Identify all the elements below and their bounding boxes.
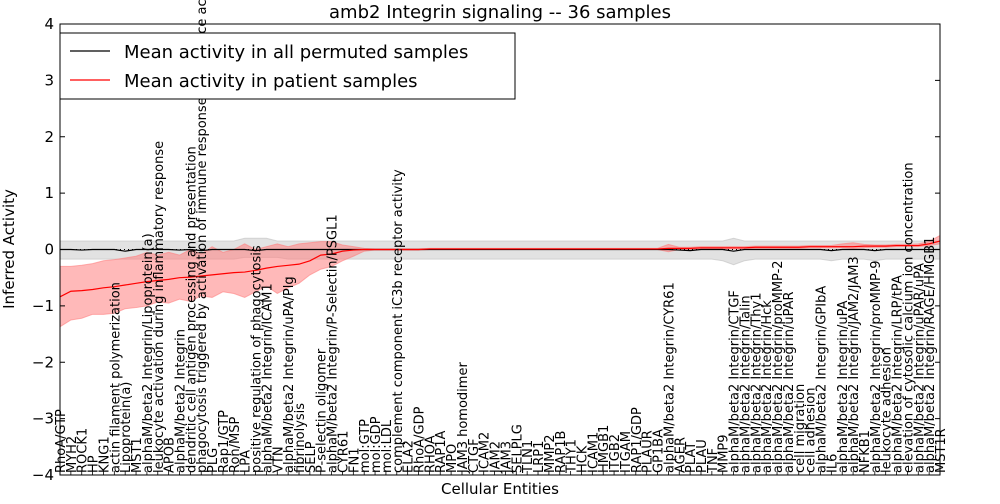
y-tick-label: 3	[44, 71, 54, 89]
y-tick-label: 4	[44, 15, 54, 33]
y-tick-label: −3	[32, 410, 54, 428]
y-tick-label: −1	[32, 297, 54, 315]
y-tick-label: 2	[44, 128, 54, 146]
y-tick-label: −4	[32, 466, 54, 484]
x-tick-label: alphaM/beta2 Integrin/GPIbA	[814, 286, 829, 473]
y-axis-label: Inferred Activity	[0, 189, 18, 309]
x-tick-label: MST1R	[934, 428, 949, 473]
x-tick-label: alphaM/beta2 Integrin/ICAM1	[260, 283, 275, 473]
x-axis-label: Cellular Entities	[441, 480, 559, 498]
y-tick-label: −2	[32, 353, 54, 371]
chart-title: amb2 Integrin signaling -- 36 samples	[329, 2, 671, 23]
x-tick-label: leukocyte activation during inflammatory…	[152, 141, 167, 473]
x-tick-label: complement component iC3b receptor activ…	[391, 169, 406, 473]
y-tick-label: 0	[44, 241, 54, 259]
legend-label-permuted: Mean activity in all permuted samples	[124, 42, 468, 63]
y-tick-label: 1	[44, 184, 54, 202]
legend-label-patient: Mean activity in patient samples	[124, 71, 418, 92]
legend: Mean activity in all permuted samples Me…	[60, 33, 515, 99]
